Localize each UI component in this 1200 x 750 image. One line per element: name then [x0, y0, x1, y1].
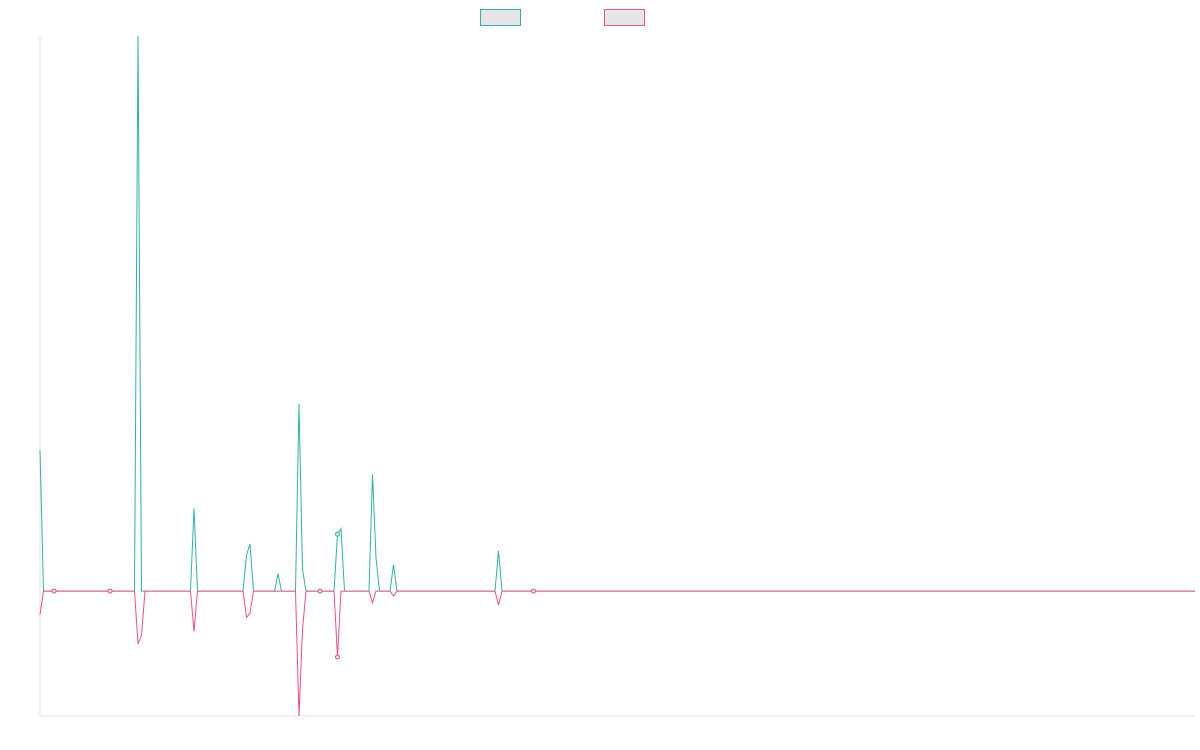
series-line-2: [39, 590, 1195, 717]
series-2-point-marker: [317, 588, 323, 594]
legend-swatch-2[interactable]: [604, 9, 645, 26]
series-1-point-marker: [335, 531, 340, 537]
legend-swatch-1[interactable]: [480, 9, 521, 26]
series-2-point-marker: [531, 588, 536, 594]
series-2-point-marker: [107, 588, 113, 594]
series-2-point-marker: [335, 654, 340, 660]
series-line-1: [39, 35, 1195, 592]
series-2-point-marker: [51, 588, 57, 594]
legend[interactable]: [480, 9, 645, 26]
axes: [39, 36, 1195, 717]
markers-layer: [51, 531, 536, 660]
series-layer: [39, 35, 1195, 717]
